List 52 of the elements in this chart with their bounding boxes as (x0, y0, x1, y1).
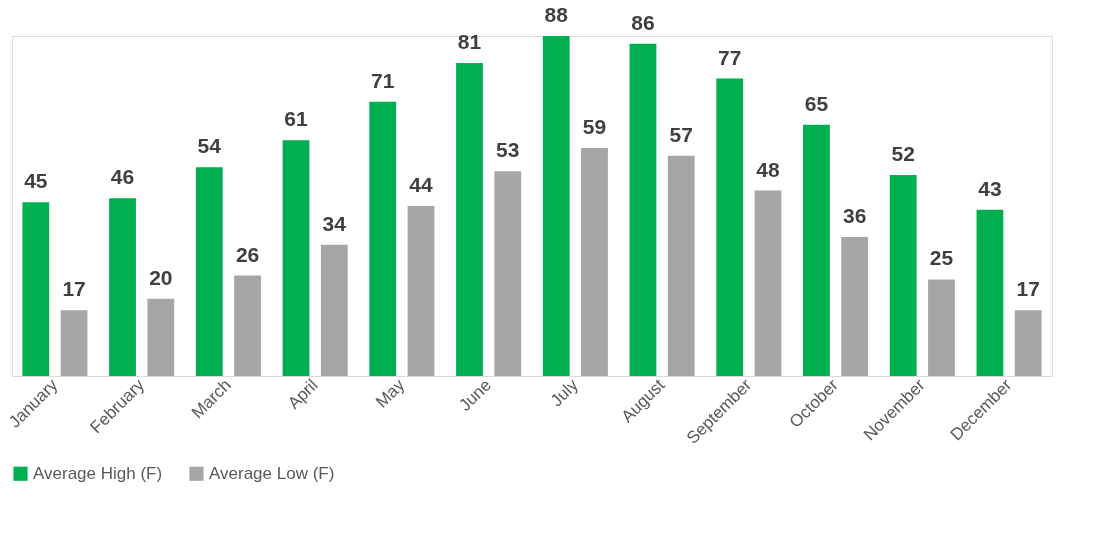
data-label: 77 (718, 45, 742, 69)
bar (369, 101, 397, 376)
bar (542, 36, 570, 376)
data-label: 26 (235, 242, 260, 266)
data-label: 20 (149, 265, 173, 289)
x-tick-label: May (372, 375, 409, 412)
bar (889, 175, 917, 376)
data-label: 53 (496, 138, 520, 162)
bar (407, 206, 435, 376)
data-label: 44 (409, 173, 434, 196)
data-label: 81 (457, 30, 482, 54)
legend-label: Average High (F) (33, 463, 163, 483)
bar (282, 140, 310, 376)
bar (841, 236, 869, 376)
x-tick-label: July (546, 375, 583, 411)
bar (456, 63, 483, 376)
data-label: 65 (804, 91, 829, 115)
bar (803, 124, 830, 376)
data-label: 86 (631, 10, 655, 34)
legend-label: Average Low (F) (209, 463, 335, 483)
bar (60, 310, 88, 376)
data-label: 46 (110, 165, 135, 189)
data-label: 25 (929, 246, 954, 270)
data-label: 36 (843, 203, 867, 227)
bar (716, 78, 744, 376)
data-label: 45 (24, 169, 48, 193)
data-label: 34 (322, 211, 347, 235)
bar (195, 167, 223, 376)
data-label: 48 (756, 157, 780, 181)
bar (976, 209, 1004, 376)
bar (234, 275, 261, 376)
data-label: 43 (978, 176, 1002, 200)
data-label: 17 (1016, 277, 1040, 301)
data-label: 61 (284, 107, 309, 131)
bar (109, 198, 136, 376)
bar (494, 171, 522, 376)
data-label: 54 (197, 134, 222, 158)
data-label: 71 (371, 68, 395, 92)
bar (754, 190, 782, 376)
data-label: 57 (669, 122, 693, 146)
data-label: 52 (891, 142, 915, 166)
data-label: 59 (582, 115, 607, 139)
bar (928, 279, 955, 376)
bar (320, 244, 348, 376)
bar (667, 155, 695, 376)
bar (629, 43, 657, 376)
bar (147, 298, 175, 376)
data-label: 17 (62, 277, 86, 301)
data-label: 88 (544, 3, 569, 26)
bar (1014, 310, 1042, 376)
bar (22, 202, 50, 376)
bar (581, 148, 608, 376)
